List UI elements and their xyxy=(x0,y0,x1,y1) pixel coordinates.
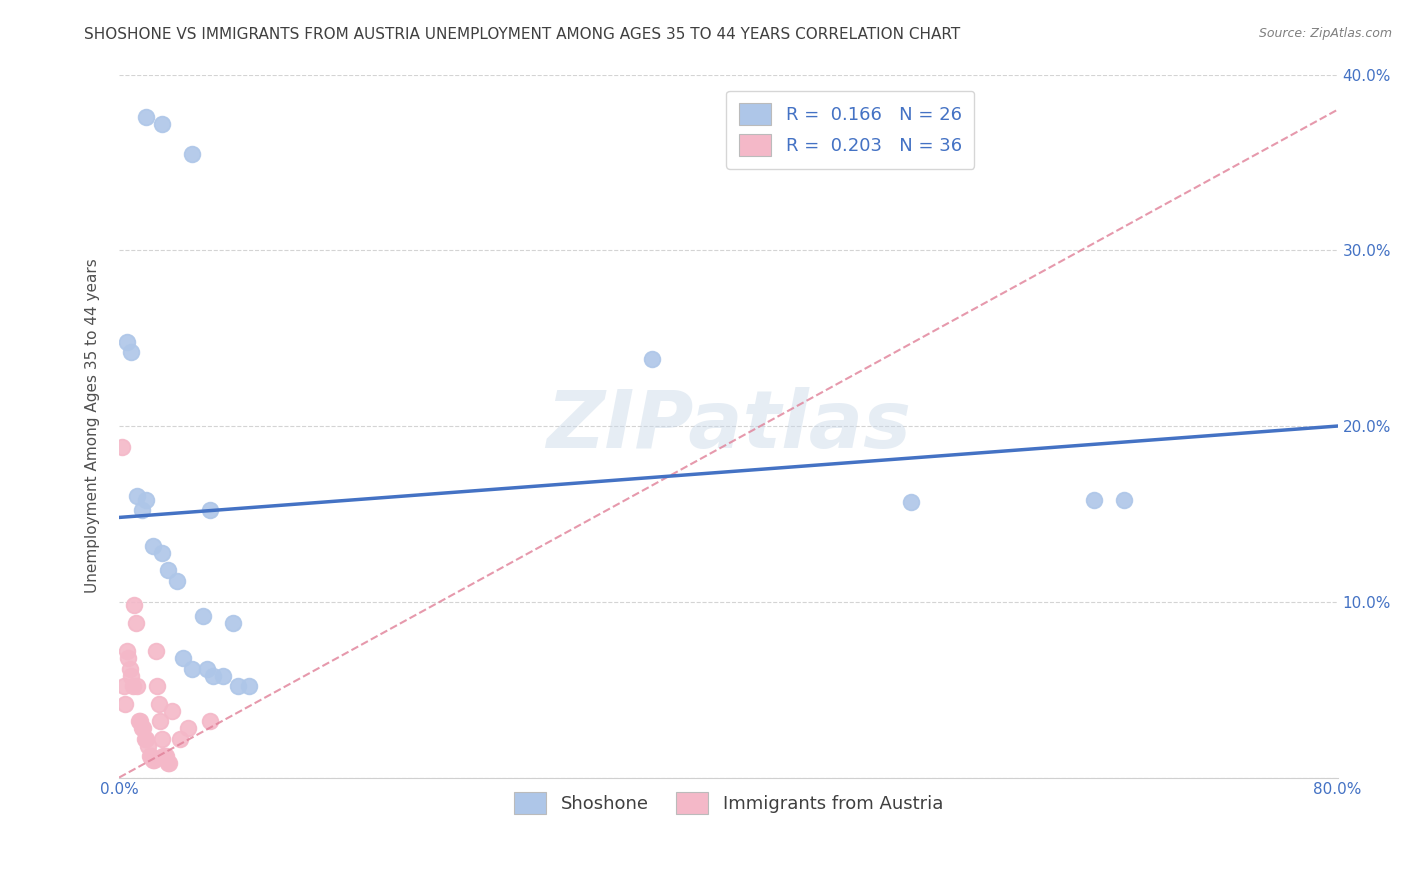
Text: ZIPatlas: ZIPatlas xyxy=(546,387,911,465)
Point xyxy=(162,704,184,718)
Point xyxy=(191,608,214,623)
Point xyxy=(181,146,204,161)
Point xyxy=(176,722,198,736)
Point xyxy=(169,731,191,746)
Point xyxy=(120,668,142,682)
Point xyxy=(197,662,219,676)
Point xyxy=(121,679,143,693)
Point xyxy=(131,722,153,736)
Point xyxy=(150,731,173,746)
Text: Source: ZipAtlas.com: Source: ZipAtlas.com xyxy=(1258,27,1392,40)
Point xyxy=(226,679,249,693)
Point xyxy=(156,756,179,771)
Point xyxy=(134,731,156,746)
Point xyxy=(153,749,176,764)
Point xyxy=(900,494,922,508)
Point xyxy=(152,749,174,764)
Point xyxy=(131,503,153,517)
Y-axis label: Unemployment Among Ages 35 to 44 years: Unemployment Among Ages 35 to 44 years xyxy=(86,259,100,593)
Point xyxy=(142,753,165,767)
Point xyxy=(136,739,159,753)
Point xyxy=(157,756,180,771)
Point xyxy=(135,731,157,746)
Point xyxy=(125,615,148,630)
Point xyxy=(200,503,222,517)
Point xyxy=(1083,492,1105,507)
Point xyxy=(148,697,170,711)
Point xyxy=(641,352,664,367)
Point xyxy=(146,679,169,693)
Point xyxy=(155,749,177,764)
Point xyxy=(114,697,136,711)
Point xyxy=(120,345,142,359)
Point xyxy=(149,714,172,729)
Point xyxy=(145,644,167,658)
Point xyxy=(128,714,150,729)
Point xyxy=(139,749,162,764)
Point xyxy=(112,679,135,693)
Point xyxy=(166,574,188,588)
Point xyxy=(150,117,173,131)
Point xyxy=(118,662,141,676)
Point xyxy=(172,651,194,665)
Point xyxy=(222,615,245,630)
Point xyxy=(129,714,152,729)
Text: SHOSHONE VS IMMIGRANTS FROM AUSTRIA UNEMPLOYMENT AMONG AGES 35 TO 44 YEARS CORRE: SHOSHONE VS IMMIGRANTS FROM AUSTRIA UNEM… xyxy=(84,27,960,42)
Point xyxy=(156,563,179,577)
Point xyxy=(127,679,149,693)
Point xyxy=(150,545,173,559)
Point xyxy=(132,722,155,736)
Point xyxy=(124,599,146,613)
Point xyxy=(1114,492,1136,507)
Point xyxy=(142,539,165,553)
Point xyxy=(202,668,225,682)
Point xyxy=(127,489,149,503)
Point xyxy=(117,651,139,665)
Point xyxy=(143,753,166,767)
Point xyxy=(111,440,134,454)
Point xyxy=(135,110,157,124)
Point xyxy=(115,334,138,349)
Point xyxy=(138,749,160,764)
Point xyxy=(135,492,157,507)
Legend: Shoshone, Immigrants from Austria: Shoshone, Immigrants from Austria xyxy=(503,781,953,825)
Point xyxy=(115,644,138,658)
Point xyxy=(181,662,204,676)
Point xyxy=(211,668,233,682)
Point xyxy=(238,679,260,693)
Point xyxy=(200,714,222,729)
